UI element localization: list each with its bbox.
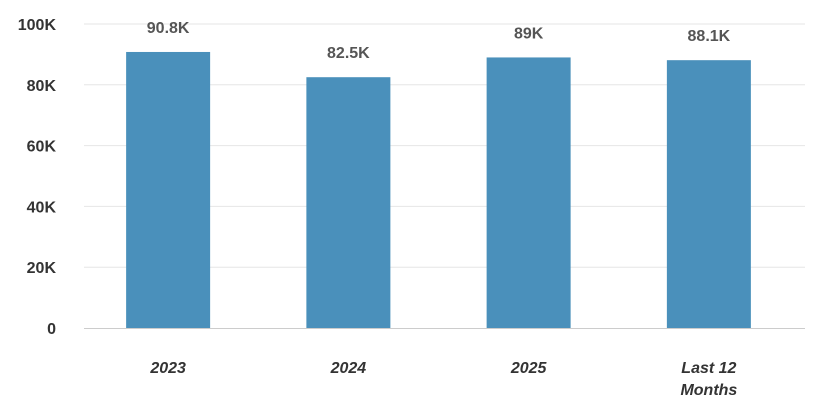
x-tick-label-line: Months bbox=[680, 382, 737, 399]
x-tick-label-line: 2025 bbox=[510, 360, 548, 377]
y-tick-label: 0 bbox=[47, 321, 56, 338]
y-tick-label: 60K bbox=[27, 139, 57, 156]
bar bbox=[126, 51, 211, 329]
bar bbox=[666, 60, 751, 329]
x-tick-label-line: 2024 bbox=[330, 360, 367, 377]
bar bbox=[306, 77, 391, 328]
data-labels: 90.8K 82.5K 89K 88.1K bbox=[147, 20, 731, 62]
bar bbox=[486, 57, 571, 328]
x-tick-label: Last 12 Months bbox=[680, 360, 737, 399]
y-axis-tick-labels: 0 20K 40K 60K 80K 100K bbox=[18, 17, 57, 338]
y-tick-label: 80K bbox=[27, 78, 57, 95]
x-tick-label: 2024 bbox=[330, 360, 367, 377]
x-axis-tick-labels: 2023 2024 2025 Last 12 Months bbox=[149, 360, 737, 399]
y-tick-label: 20K bbox=[27, 260, 57, 277]
data-label: 90.8K bbox=[147, 20, 190, 37]
data-label: 82.5K bbox=[327, 45, 370, 62]
x-tick-label-line: 2023 bbox=[149, 360, 186, 377]
bars bbox=[126, 51, 751, 329]
x-tick-label-line: Last 12 bbox=[681, 360, 736, 377]
y-tick-label: 100K bbox=[18, 17, 57, 34]
y-tick-label: 40K bbox=[27, 199, 57, 216]
x-tick-label: 2025 bbox=[510, 360, 548, 377]
x-tick-label: 2023 bbox=[149, 360, 186, 377]
data-label: 88.1K bbox=[688, 28, 731, 45]
data-label: 89K bbox=[514, 25, 544, 42]
